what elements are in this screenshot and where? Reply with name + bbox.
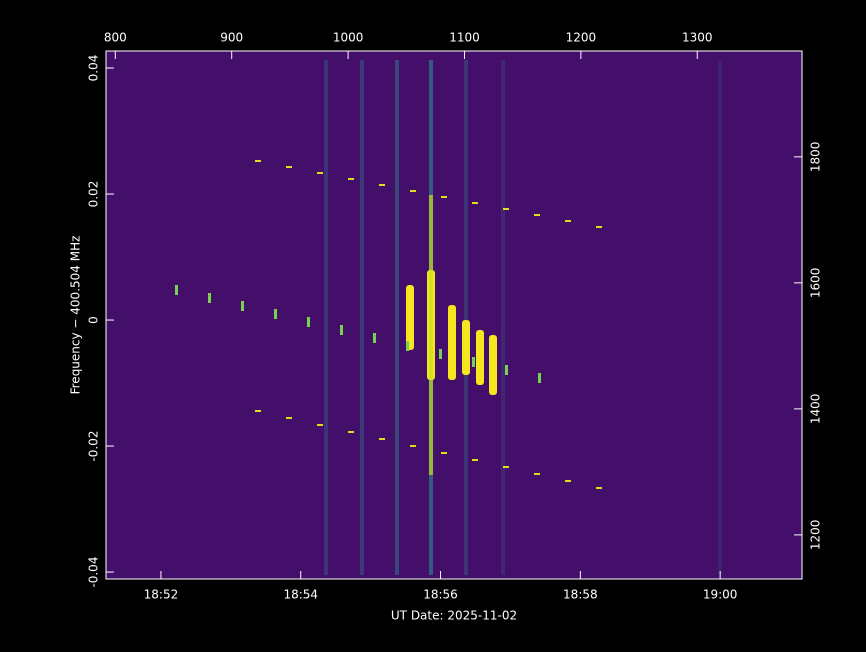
x2-tick-label: 1000 xyxy=(333,31,364,45)
x-tick-label: 18:58 xyxy=(563,588,598,602)
carrier xyxy=(340,325,343,335)
x2-tick-label: 1300 xyxy=(682,31,713,45)
x-axis-label: UT Date: 2025-11-02 xyxy=(391,609,517,623)
carrier xyxy=(274,309,277,319)
y2-tick-label: 1600 xyxy=(809,268,823,299)
carrier xyxy=(538,373,541,383)
y-tick-label: -0.04 xyxy=(87,557,101,588)
carrier xyxy=(373,333,376,343)
y-axis-label: Frequency − 400.504 MHz xyxy=(69,236,83,395)
sideband xyxy=(379,184,385,186)
sideband xyxy=(596,226,602,228)
sideband xyxy=(596,487,602,489)
sideband xyxy=(534,214,540,216)
sideband xyxy=(410,445,416,447)
sideband xyxy=(317,172,323,174)
sideband xyxy=(472,459,478,461)
bright-burst xyxy=(448,305,456,380)
signal-features xyxy=(175,60,722,575)
streak xyxy=(395,60,399,575)
sideband xyxy=(286,166,292,168)
y-tick-label: 0.04 xyxy=(87,55,101,82)
sideband xyxy=(472,202,478,204)
x-tick-label: 18:54 xyxy=(283,588,318,602)
carrier xyxy=(439,349,442,359)
sideband xyxy=(410,190,416,192)
x-tick-label: 18:52 xyxy=(144,588,179,602)
plot-frame xyxy=(105,50,803,580)
sideband xyxy=(565,220,571,222)
carrier xyxy=(406,341,409,351)
x2-tick-label: 1200 xyxy=(566,31,597,45)
bright-burst xyxy=(462,320,470,375)
x2-tick-label: 900 xyxy=(220,31,243,45)
sideband xyxy=(441,196,447,198)
sideband xyxy=(348,431,354,433)
carrier xyxy=(307,317,310,327)
carrier xyxy=(241,301,244,311)
sideband xyxy=(255,160,261,162)
carrier xyxy=(208,293,211,303)
sideband xyxy=(286,417,292,419)
streak xyxy=(501,60,505,575)
carrier xyxy=(505,365,508,375)
x2-tick-label: 1100 xyxy=(449,31,480,45)
sideband xyxy=(348,178,354,180)
bright-burst xyxy=(489,335,497,395)
sideband xyxy=(379,438,385,440)
sideband xyxy=(255,410,261,412)
carrier xyxy=(175,285,178,295)
sideband xyxy=(534,473,540,475)
sideband xyxy=(565,480,571,482)
bright-line xyxy=(429,195,433,475)
x-tick-label: 19:00 xyxy=(703,588,738,602)
y-tick-label: -0.02 xyxy=(87,431,101,462)
streak xyxy=(464,60,468,575)
sideband xyxy=(503,208,509,210)
bright-burst xyxy=(476,330,484,385)
x2-tick-label: 800 xyxy=(104,31,127,45)
sideband xyxy=(317,424,323,426)
bright-burst xyxy=(406,285,414,350)
sideband xyxy=(503,466,509,468)
y2-tick-label: 1400 xyxy=(809,394,823,425)
streak xyxy=(718,60,722,575)
sideband xyxy=(441,452,447,454)
y-tick-label: 0 xyxy=(87,316,101,324)
y2-tick-label: 1200 xyxy=(809,520,823,551)
x-tick-label: 18:56 xyxy=(423,588,458,602)
y-tick-label: 0.02 xyxy=(87,181,101,208)
y2-tick-label: 1800 xyxy=(809,142,823,173)
carrier xyxy=(472,357,475,367)
streak xyxy=(360,60,364,575)
streak xyxy=(324,60,328,575)
